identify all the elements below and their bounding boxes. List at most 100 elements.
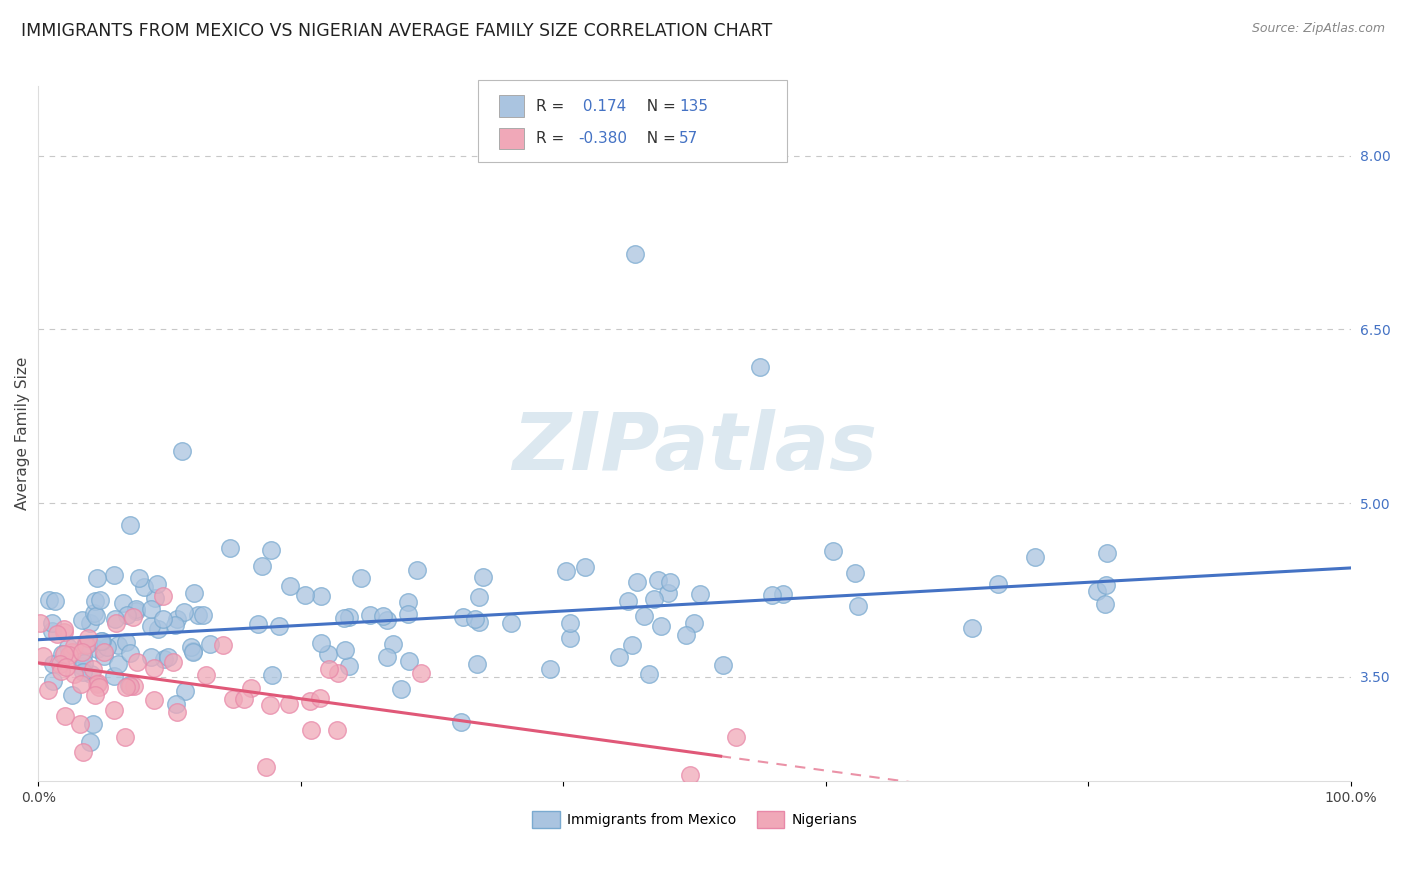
Point	[318, 647, 340, 661]
Point	[73, 638, 96, 652]
Point	[103, 568, 125, 582]
Point	[41, 616, 63, 631]
Point	[84, 689, 107, 703]
Legend: Immigrants from Mexico, Nigerians: Immigrants from Mexico, Nigerians	[526, 805, 863, 833]
Point	[299, 694, 322, 708]
Point	[960, 621, 983, 635]
Point	[153, 652, 176, 666]
Point	[118, 518, 141, 533]
Point	[349, 571, 371, 585]
Point	[409, 666, 432, 681]
Point	[617, 593, 640, 607]
Point	[468, 615, 491, 629]
Point	[711, 658, 734, 673]
Point	[844, 566, 866, 580]
Point	[86, 677, 108, 691]
Point	[574, 559, 596, 574]
Point	[156, 649, 179, 664]
Point	[143, 591, 166, 605]
Point	[326, 723, 349, 738]
Point	[464, 612, 486, 626]
Point	[679, 768, 702, 782]
Point	[560, 631, 582, 645]
Point	[174, 684, 197, 698]
Text: N =: N =	[637, 131, 681, 145]
Point	[38, 593, 60, 607]
Point	[70, 613, 93, 627]
Point	[187, 607, 209, 622]
Point	[180, 640, 202, 655]
Text: -0.380: -0.380	[578, 131, 627, 145]
Point	[60, 645, 83, 659]
Point	[139, 650, 162, 665]
Point	[398, 654, 420, 668]
Point	[75, 639, 97, 653]
Point	[211, 638, 233, 652]
Point	[142, 661, 165, 675]
Point	[104, 615, 127, 630]
Point	[375, 650, 398, 665]
Y-axis label: Average Family Size: Average Family Size	[15, 357, 30, 510]
Point	[647, 573, 669, 587]
Point	[194, 668, 217, 682]
Point	[607, 649, 630, 664]
Point	[1024, 550, 1046, 565]
Point	[749, 359, 772, 374]
Point	[222, 691, 245, 706]
Point	[62, 666, 84, 681]
Point	[658, 575, 681, 590]
Point	[128, 571, 150, 585]
Point	[337, 610, 360, 624]
Point	[28, 615, 51, 630]
Point	[51, 665, 73, 679]
Point	[145, 577, 167, 591]
Point	[73, 656, 96, 670]
Point	[191, 608, 214, 623]
Point	[79, 735, 101, 749]
Point	[72, 745, 94, 759]
Point	[396, 595, 419, 609]
Point	[104, 612, 127, 626]
Point	[103, 668, 125, 682]
Point	[134, 580, 156, 594]
Point	[79, 667, 101, 681]
Point	[200, 637, 222, 651]
Point	[247, 616, 270, 631]
Point	[337, 658, 360, 673]
Point	[115, 680, 138, 694]
Point	[396, 607, 419, 622]
Point	[72, 665, 94, 679]
Point	[280, 579, 302, 593]
Point	[267, 619, 290, 633]
Point	[1094, 597, 1116, 611]
Point	[318, 662, 340, 676]
Point	[333, 611, 356, 625]
Point	[72, 645, 94, 659]
Point	[41, 624, 63, 638]
Point	[181, 644, 204, 658]
Point	[375, 613, 398, 627]
Point	[724, 730, 747, 744]
Point	[624, 247, 647, 261]
Point	[142, 693, 165, 707]
Point	[139, 619, 162, 633]
Point	[1085, 583, 1108, 598]
Point	[52, 648, 75, 662]
Point	[389, 682, 412, 697]
Point	[53, 622, 76, 636]
Point	[173, 605, 195, 619]
Point	[79, 615, 101, 630]
Point	[118, 646, 141, 660]
Point	[60, 688, 83, 702]
Point	[166, 706, 188, 720]
Point	[83, 606, 105, 620]
Point	[453, 610, 475, 624]
Point	[239, 681, 262, 695]
Point	[333, 643, 356, 657]
Point	[87, 680, 110, 694]
Point	[626, 574, 648, 589]
Point	[77, 631, 100, 645]
Point	[260, 668, 283, 682]
Point	[465, 657, 488, 671]
Point	[501, 616, 523, 631]
